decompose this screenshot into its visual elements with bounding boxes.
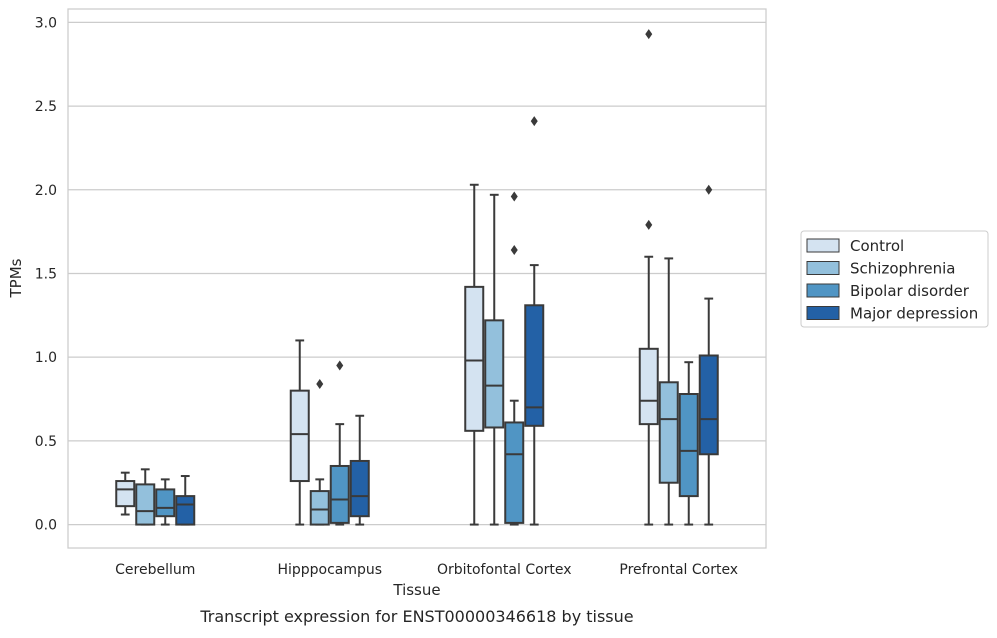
box-body	[464, 285, 485, 432]
box-body	[484, 319, 505, 429]
legend-swatch	[806, 283, 840, 298]
box-body	[678, 393, 699, 498]
box-prefrontal-cortex	[658, 257, 679, 526]
y-tick-label: 1.5	[35, 266, 57, 282]
x-tick-label: Hipppocampus	[277, 562, 382, 578]
series-bipolar-disorder	[155, 191, 699, 526]
y-tick-label: 2.5	[35, 99, 57, 115]
box-body	[504, 421, 525, 524]
legend: Control Schizophrenia Bipolar disorder Majo…	[800, 230, 989, 328]
legend-swatch	[806, 238, 840, 253]
box-body	[349, 459, 370, 518]
outlier-point	[645, 29, 653, 40]
y-tick-label: 0.5	[35, 434, 57, 450]
plot-frame	[67, 8, 767, 549]
box-orbitofontal-cortex	[524, 116, 545, 526]
legend-swatch	[806, 306, 840, 320]
box-prefrontal-cortex	[698, 184, 719, 526]
box-body	[289, 389, 310, 483]
legend-frame	[800, 230, 989, 328]
box-hipppocampus	[309, 378, 330, 526]
box-body	[175, 495, 196, 526]
box-body	[329, 464, 350, 524]
x-axis-label: Tissue	[392, 581, 440, 599]
outlier-point	[530, 116, 538, 127]
y-tick-label: 1.0	[35, 350, 57, 366]
box-body	[135, 483, 156, 526]
legend-swatch	[806, 261, 840, 275]
y-axis-label: TPMs	[7, 258, 25, 298]
y-tick-label: 2.0	[35, 183, 57, 199]
box-body	[115, 480, 136, 508]
legend-label: Major depression	[850, 305, 978, 323]
outlier-point	[645, 219, 653, 230]
box-cerebellum	[155, 478, 176, 526]
box-cerebellum	[115, 471, 136, 516]
box-hipppocampus	[349, 414, 370, 526]
legend-label: Schizophrenia	[850, 260, 955, 278]
y-tick-label: 0.0	[35, 518, 57, 534]
series-control	[115, 29, 659, 526]
box-hipppocampus	[289, 339, 310, 526]
box-hipppocampus	[329, 360, 350, 526]
outlier-point	[316, 378, 324, 389]
box-body	[658, 381, 679, 484]
outlier-point	[705, 184, 713, 195]
legend-label: Control	[850, 237, 904, 255]
x-axis-ticks: Cerebellum Hipppocampus Orbitofontal Corte…	[115, 562, 738, 578]
box-body	[638, 347, 659, 426]
x-tick-label: Prefrontal Cortex	[619, 562, 738, 578]
outlier-point	[510, 245, 518, 256]
box-body	[155, 488, 176, 518]
box-cerebellum	[175, 475, 196, 526]
outlier-point	[510, 191, 518, 202]
box-body	[698, 354, 719, 456]
x-tick-label: Cerebellum	[115, 562, 195, 578]
y-tick-label: 3.0	[35, 15, 57, 31]
legend-label: Bipolar disorder	[850, 282, 970, 300]
chart-caption: Transcript expression for ENST0000034661…	[199, 607, 633, 626]
x-tick-label: Orbitofontal Cortex	[437, 562, 572, 578]
series-schizophrenia	[135, 193, 679, 526]
outlier-point	[336, 360, 344, 371]
box-orbitofontal-cortex	[464, 183, 485, 526]
box-orbitofontal-cortex	[484, 193, 505, 526]
box-cerebellum	[135, 468, 156, 526]
box-series	[115, 29, 719, 526]
series-major-depression	[175, 116, 719, 526]
y-axis-ticks: 0.0 0.5 1.0 1.5 2.0 2.5 3.0	[35, 15, 57, 533]
box-body	[524, 304, 545, 427]
box-prefrontal-cortex	[678, 361, 699, 526]
grid-lines	[68, 21, 766, 526]
box-body	[309, 490, 330, 526]
box-prefrontal-cortex	[638, 29, 659, 526]
box-orbitofontal-cortex	[504, 191, 525, 526]
